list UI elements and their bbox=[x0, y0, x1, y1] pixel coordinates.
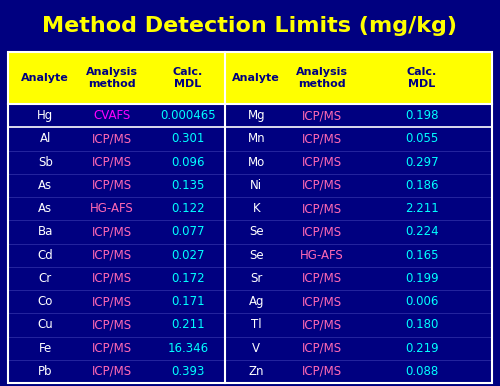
Text: Mg: Mg bbox=[248, 109, 265, 122]
Text: 0.135: 0.135 bbox=[172, 179, 204, 192]
Text: Calc.
MDL: Calc. MDL bbox=[173, 67, 203, 89]
Text: 0.219: 0.219 bbox=[405, 342, 438, 355]
Text: ICP/MS: ICP/MS bbox=[92, 179, 132, 192]
Text: 0.088: 0.088 bbox=[405, 365, 438, 378]
Text: ICP/MS: ICP/MS bbox=[302, 318, 342, 331]
Text: 0.180: 0.180 bbox=[405, 318, 438, 331]
Text: Fe: Fe bbox=[38, 342, 52, 355]
Text: ICP/MS: ICP/MS bbox=[302, 365, 342, 378]
Text: ICP/MS: ICP/MS bbox=[302, 272, 342, 285]
Bar bbox=[0, 0, 500, 52]
Text: 0.393: 0.393 bbox=[172, 365, 204, 378]
Text: Se: Se bbox=[249, 225, 264, 239]
Text: Pb: Pb bbox=[38, 365, 52, 378]
Text: As: As bbox=[38, 179, 52, 192]
Text: HG-AFS: HG-AFS bbox=[300, 249, 344, 262]
Text: 0.301: 0.301 bbox=[172, 132, 204, 146]
Text: 0.165: 0.165 bbox=[405, 249, 438, 262]
Text: 0.027: 0.027 bbox=[172, 249, 205, 262]
Text: Ba: Ba bbox=[38, 225, 53, 239]
Text: 2.211: 2.211 bbox=[405, 202, 438, 215]
Text: Calc.
MDL: Calc. MDL bbox=[406, 67, 437, 89]
Text: V: V bbox=[252, 342, 260, 355]
Text: 16.346: 16.346 bbox=[168, 342, 208, 355]
Text: 0.172: 0.172 bbox=[171, 272, 205, 285]
Text: ICP/MS: ICP/MS bbox=[92, 295, 132, 308]
Text: 0.077: 0.077 bbox=[172, 225, 205, 239]
Bar bbox=[8, 52, 492, 383]
Text: HG-AFS: HG-AFS bbox=[90, 202, 134, 215]
Text: Cr: Cr bbox=[38, 272, 52, 285]
Text: Ni: Ni bbox=[250, 179, 262, 192]
Text: Cd: Cd bbox=[38, 249, 53, 262]
Text: 0.006: 0.006 bbox=[405, 295, 438, 308]
Text: ICP/MS: ICP/MS bbox=[92, 272, 132, 285]
Text: Tl: Tl bbox=[251, 318, 262, 331]
Text: CVAFS: CVAFS bbox=[93, 109, 130, 122]
Text: 0.055: 0.055 bbox=[405, 132, 438, 146]
Text: Method Detection Limits (mg/kg): Method Detection Limits (mg/kg) bbox=[42, 16, 458, 36]
Text: Sr: Sr bbox=[250, 272, 262, 285]
Text: Mn: Mn bbox=[248, 132, 265, 146]
Text: 0.199: 0.199 bbox=[405, 272, 438, 285]
Text: ICP/MS: ICP/MS bbox=[92, 365, 132, 378]
Text: ICP/MS: ICP/MS bbox=[302, 342, 342, 355]
Text: 0.000465: 0.000465 bbox=[160, 109, 216, 122]
Text: 0.211: 0.211 bbox=[171, 318, 205, 331]
Text: Cu: Cu bbox=[38, 318, 53, 331]
Text: ICP/MS: ICP/MS bbox=[92, 249, 132, 262]
Text: ICP/MS: ICP/MS bbox=[302, 156, 342, 169]
Text: Analysis
method: Analysis method bbox=[296, 67, 348, 89]
Text: Se: Se bbox=[249, 249, 264, 262]
Text: 0.186: 0.186 bbox=[405, 179, 438, 192]
Text: ICP/MS: ICP/MS bbox=[92, 132, 132, 146]
Text: ICP/MS: ICP/MS bbox=[302, 295, 342, 308]
Text: 0.297: 0.297 bbox=[405, 156, 438, 169]
Text: Mo: Mo bbox=[248, 156, 265, 169]
Text: 0.096: 0.096 bbox=[172, 156, 205, 169]
Text: Analysis
method: Analysis method bbox=[86, 67, 138, 89]
Text: ICP/MS: ICP/MS bbox=[92, 225, 132, 239]
Text: ICP/MS: ICP/MS bbox=[302, 109, 342, 122]
Text: ICP/MS: ICP/MS bbox=[302, 132, 342, 146]
Text: ICP/MS: ICP/MS bbox=[302, 225, 342, 239]
Text: ICP/MS: ICP/MS bbox=[302, 179, 342, 192]
Text: ICP/MS: ICP/MS bbox=[92, 156, 132, 169]
Text: Zn: Zn bbox=[248, 365, 264, 378]
Text: Sb: Sb bbox=[38, 156, 52, 169]
Text: ICP/MS: ICP/MS bbox=[302, 202, 342, 215]
Text: ICP/MS: ICP/MS bbox=[92, 342, 132, 355]
Text: K: K bbox=[252, 202, 260, 215]
Text: ICP/MS: ICP/MS bbox=[92, 318, 132, 331]
Text: As: As bbox=[38, 202, 52, 215]
Text: Al: Al bbox=[40, 132, 51, 146]
Text: Analyte: Analyte bbox=[22, 73, 69, 83]
Text: Co: Co bbox=[38, 295, 53, 308]
Text: 0.171: 0.171 bbox=[171, 295, 205, 308]
Bar bbox=[8, 104, 492, 383]
Text: 0.122: 0.122 bbox=[171, 202, 205, 215]
Text: 0.224: 0.224 bbox=[405, 225, 438, 239]
Bar bbox=[8, 52, 492, 104]
Text: Ag: Ag bbox=[248, 295, 264, 308]
Text: Analyte: Analyte bbox=[232, 73, 280, 83]
Text: Hg: Hg bbox=[37, 109, 54, 122]
Text: 0.198: 0.198 bbox=[405, 109, 438, 122]
